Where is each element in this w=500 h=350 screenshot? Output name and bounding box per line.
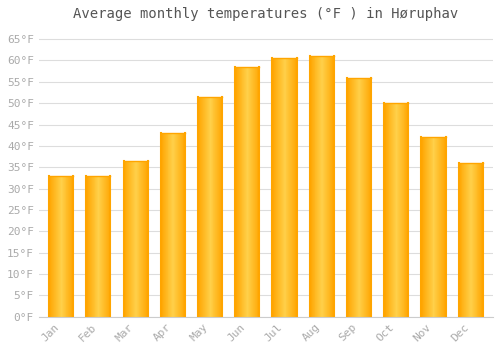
Title: Average monthly temperatures (°F ) in Høruphav: Average monthly temperatures (°F ) in Hø… xyxy=(74,7,458,21)
